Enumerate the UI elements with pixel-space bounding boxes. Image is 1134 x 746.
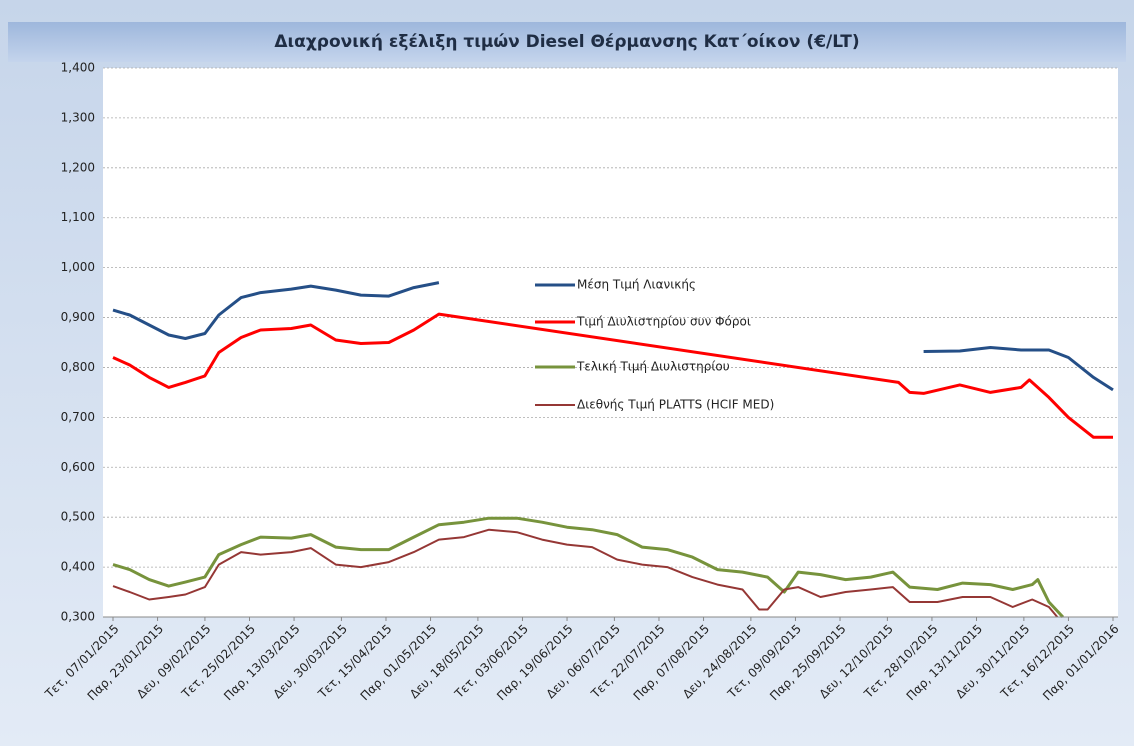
y-tick-label: 1,100 — [61, 210, 95, 224]
series-line — [112, 516, 1064, 618]
y-tick-label: 0,800 — [61, 360, 95, 374]
y-tick-label: 1,200 — [61, 160, 95, 174]
series-line — [112, 528, 1059, 618]
series-line — [112, 312, 1113, 439]
y-tick-label: 1,300 — [61, 110, 95, 124]
y-tick-label: 0,400 — [61, 560, 95, 574]
series-line — [112, 281, 1114, 392]
y-tick-label: 1,400 — [61, 61, 95, 75]
legend-label: Τελική Τιμή Διυλιστηρίου — [576, 360, 730, 374]
legend-label: Μέση Τιμή Λιανικής — [577, 278, 696, 292]
y-tick-label: 0,300 — [61, 610, 95, 624]
legend-label: Τιμή Διυλιστηρίου συν Φόροι — [576, 315, 751, 329]
y-tick-label: 1,000 — [61, 260, 95, 274]
title-bar — [8, 22, 1126, 62]
legend-label: Διεθνής Τιμή PLATTS (HCIF MED) — [577, 398, 774, 412]
y-tick-label: 0,500 — [61, 510, 95, 524]
y-tick-label: 0,700 — [61, 410, 95, 424]
y-tick-label: 0,900 — [61, 310, 95, 324]
chart-title: Διαχρονική εξέλιξη τιμών Diesel Θέρμανση… — [274, 32, 859, 52]
y-tick-label: 0,600 — [61, 460, 95, 474]
plot-area — [103, 68, 1118, 617]
